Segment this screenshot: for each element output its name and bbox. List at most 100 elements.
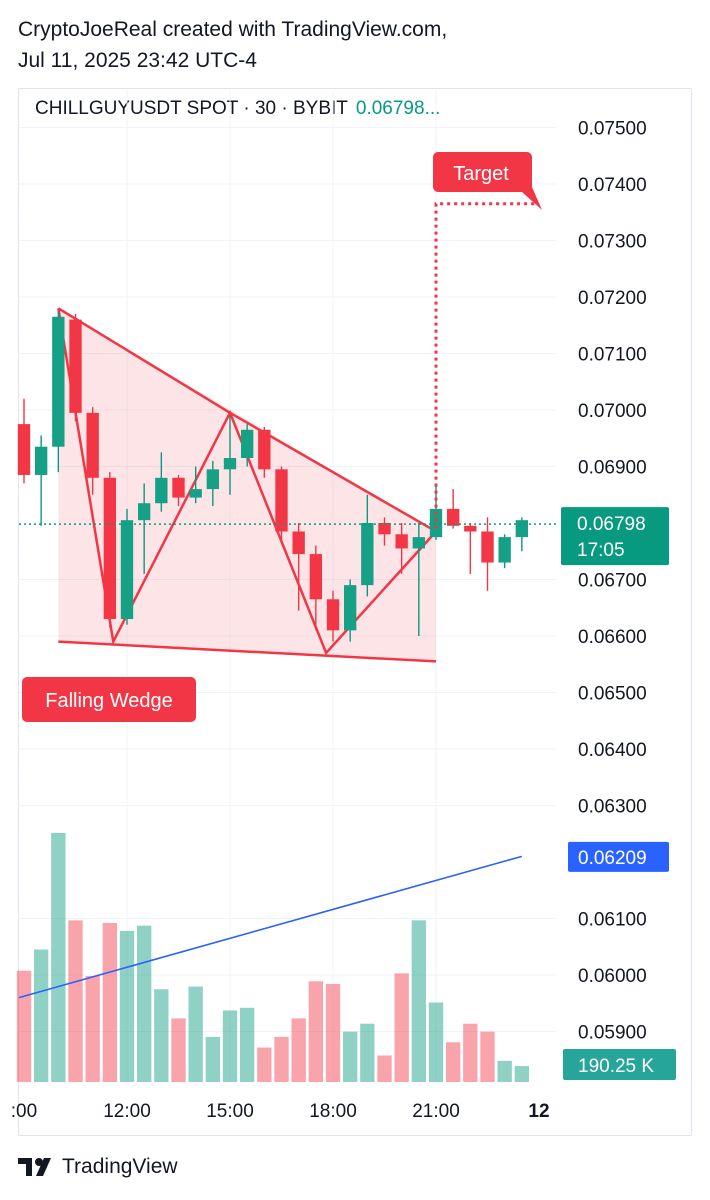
y-tick-label: 0.06400 — [578, 740, 647, 761]
y-tick-label: 0.06600 — [578, 627, 647, 648]
ma-value-badge: 0.06209 — [568, 841, 669, 872]
volume-bar — [377, 1055, 392, 1082]
y-tick-label: 0.06300 — [578, 797, 647, 818]
volume-badge: 190.25 K — [563, 1049, 676, 1080]
symbol-info: CHILLGUYUSDT SPOT · 30 · BYBIT — [35, 98, 348, 119]
volume-bar — [205, 1036, 221, 1082]
y-tick-label: 0.06000 — [578, 966, 647, 987]
tradingview-footer: TradingView — [18, 1154, 178, 1180]
y-tick-label: 0.07000 — [578, 401, 647, 422]
candle-body — [34, 446, 48, 475]
candle-body — [446, 508, 460, 526]
chart-credit: CryptoJoeReal created with TradingView.c… — [18, 14, 447, 76]
x-tick-label: 12:00 — [103, 1101, 151, 1122]
volume-value: 190.25 K — [578, 1056, 654, 1077]
volume-bar — [325, 983, 341, 1082]
y-tick-label: 0.07200 — [578, 288, 647, 309]
volume-bar — [411, 920, 427, 1082]
candle-body — [515, 520, 529, 538]
y-tick-label: 0.06900 — [578, 458, 647, 479]
candle-countdown: 17:05 — [577, 540, 625, 561]
symbol-legend[interactable]: CHILLGUYUSDT SPOT · 30 · BYBIT 0.06798... — [35, 98, 440, 120]
volume-bar — [394, 973, 409, 1082]
pattern-label-box: Falling Wedge — [22, 677, 196, 722]
target-projection-line — [434, 202, 539, 529]
pattern-label-bg — [22, 677, 196, 722]
candle-body — [464, 525, 477, 532]
target-callout: Target — [433, 152, 542, 210]
candle-body — [292, 531, 305, 555]
y-tick-label: 0.07100 — [578, 345, 647, 366]
candle-body — [361, 523, 374, 586]
y-tick-label: 0.07300 — [578, 232, 647, 253]
candle-body — [275, 469, 288, 532]
y-tick-label: 0.07400 — [578, 175, 647, 196]
ma-value-badge-bg — [568, 841, 669, 872]
candle-body — [206, 469, 220, 490]
falling-wedge-drawing — [57, 307, 437, 663]
candle-body — [481, 531, 494, 563]
candle-body — [429, 508, 443, 538]
volume-bar — [171, 1018, 186, 1082]
y-tick-label: 0.06500 — [578, 684, 647, 705]
last-price-badge: 0.06798 17:05 — [561, 507, 669, 566]
candle-body — [240, 429, 254, 459]
volume-bar — [188, 986, 203, 1082]
candle-body — [223, 458, 237, 470]
legend-price: 0.06798... — [355, 98, 441, 119]
wedge-lower-line — [58, 640, 437, 663]
volume-bar — [463, 1023, 478, 1082]
volume-bar — [16, 970, 32, 1082]
ma-value: 0.06209 — [578, 848, 647, 869]
snapshot-date: Jul 11, 2025 23:42 UTC-4 — [18, 49, 257, 72]
volume-bar — [480, 1031, 495, 1082]
candle-body — [17, 424, 31, 475]
candle-body — [103, 477, 117, 620]
candle-body — [309, 554, 323, 600]
volume-bar — [33, 949, 49, 1082]
tradingview-logo-icon — [18, 1158, 51, 1176]
volume-bar — [291, 1018, 306, 1082]
volume-badge-bg — [563, 1049, 676, 1080]
last-price-badge-bg — [561, 507, 669, 566]
target-callout-shape — [433, 152, 542, 210]
wedge-zigzag-line — [57, 308, 437, 656]
volume-bar — [497, 1060, 512, 1082]
candle-body — [395, 534, 408, 549]
last-price-value: 0.06798 — [577, 514, 646, 535]
x-tick-label: :00 — [11, 1101, 37, 1122]
candle-body — [155, 477, 168, 504]
volume-bar — [445, 1042, 461, 1082]
y-tick-label: 0.06700 — [578, 571, 647, 592]
volume-bar — [222, 1010, 238, 1082]
volume-bar — [428, 1002, 444, 1082]
volume-bar — [154, 989, 169, 1082]
y-tick-label: 0.07500 — [578, 119, 647, 140]
wedge-fill — [58, 308, 436, 662]
volume-bar — [360, 1023, 375, 1082]
volume-bar — [239, 1007, 255, 1082]
axes: 0.07500 0.07400 0.07300 0.07200 0.07100 0.070… — [11, 119, 676, 1122]
x-tick-label: 18:00 — [309, 1101, 357, 1122]
volume-bar — [51, 832, 66, 1082]
volume-bar — [136, 925, 152, 1082]
target-label: Target — [453, 163, 509, 185]
y-tick-label: 0.05900 — [578, 1023, 647, 1044]
volume-bar — [274, 1036, 289, 1082]
candle-body — [412, 537, 426, 549]
annotations: Target Falling Wedge — [19, 152, 556, 722]
y-tick-label: 0.06100 — [578, 910, 647, 931]
candle-body — [172, 477, 185, 498]
chart-frame — [18, 88, 692, 1136]
candle-body — [69, 319, 82, 413]
candle-body — [258, 429, 271, 470]
candle-body — [498, 537, 511, 563]
volume-bar — [342, 1031, 358, 1082]
footer-brand: TradingView — [62, 1155, 178, 1178]
x-tick-label: 21:00 — [412, 1101, 460, 1122]
candle-body — [189, 489, 202, 498]
candles — [17, 311, 529, 642]
candle-body — [52, 316, 65, 447]
candle-body — [378, 523, 391, 535]
